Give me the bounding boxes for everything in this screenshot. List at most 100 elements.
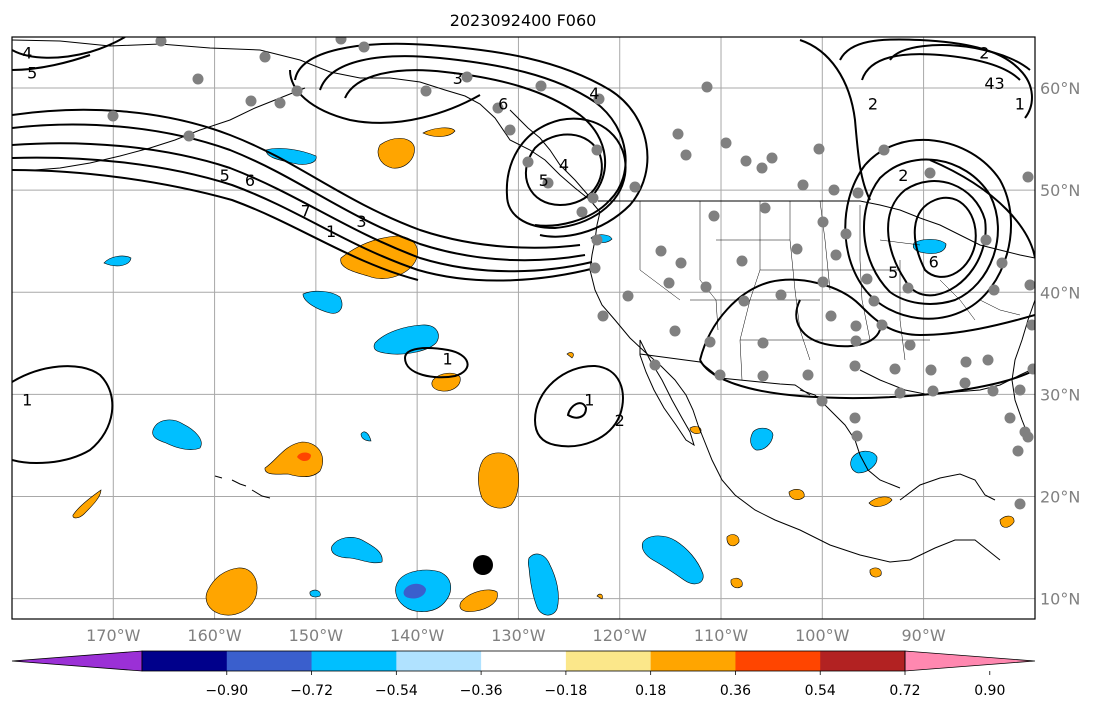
station-dot: [757, 370, 769, 382]
lat-tick-label: 30°N: [1040, 385, 1080, 404]
station-dot: [980, 234, 992, 246]
station-dot: [868, 295, 880, 307]
colorbar-tick-label: 0.54: [805, 683, 836, 699]
station-dot: [959, 377, 971, 389]
station-dot: [791, 243, 803, 255]
contour-label: 6: [929, 253, 939, 272]
station-dot: [861, 273, 873, 285]
station-dot: [597, 310, 609, 322]
west-coast: [589, 211, 911, 563]
station-dot: [1014, 384, 1026, 396]
station-dot: [700, 281, 712, 293]
cyan-blob: [265, 148, 317, 165]
station-dot: [849, 412, 861, 424]
colorbar-tick-label: 0.72: [889, 683, 920, 699]
station-dot: [902, 282, 914, 294]
station-dot: [587, 192, 599, 204]
colorbar-segment: [481, 651, 567, 671]
station-dot: [996, 257, 1008, 269]
colorbar-tick-label: −0.36: [460, 683, 503, 699]
station-dot: [878, 144, 890, 156]
orange-blob: [377, 138, 415, 169]
orange-blob: [596, 593, 603, 600]
station-dot: [591, 144, 603, 156]
contour-label: 4: [984, 74, 994, 93]
colorbar-segment: [735, 651, 821, 671]
colorbar-tick-label: −0.90: [205, 683, 248, 699]
station-dot: [155, 37, 167, 47]
colorbar-extend-high: [904, 650, 1036, 672]
station-dot: [1014, 498, 1026, 510]
contour-label: 2: [979, 43, 989, 62]
station-dot: [1004, 412, 1016, 424]
coastlines-and-borders: [12, 39, 1035, 563]
station-dot: [629, 181, 641, 193]
station-dot: [291, 85, 303, 97]
station-dot: [757, 337, 769, 349]
station-dot: [817, 276, 829, 288]
state-borders: [639, 200, 1021, 381]
colorbar-tick-label: 0.36: [720, 683, 751, 699]
contour-label: 1: [442, 350, 452, 369]
station-dot: [522, 156, 534, 168]
orange-blob: [478, 452, 519, 509]
station-dot: [849, 360, 861, 372]
orange-blob: [72, 489, 102, 519]
station-dot: [680, 149, 692, 161]
station-dot: [850, 320, 862, 332]
colorbar-segment: [226, 651, 313, 671]
lon-tick-label: 110°W: [694, 626, 749, 645]
station-dot: [851, 430, 863, 442]
shaded-negative-anomaly-areas: [103, 148, 947, 616]
orange-blob: [788, 488, 805, 501]
blue-blob: [403, 583, 426, 599]
orange-blob: [868, 496, 893, 507]
colorbar-tick-label: 0.90: [974, 683, 1005, 699]
lon-tick-label: 130°W: [491, 626, 546, 645]
cyan-blob: [373, 324, 439, 355]
aleutian-chain: [34, 87, 306, 171]
colorbar-tick-label: −0.54: [375, 683, 418, 699]
contour-label: 1: [22, 390, 32, 409]
lon-tick-label: 170°W: [86, 626, 141, 645]
gulf-coast: [799, 367, 1035, 561]
station-dot: [825, 310, 837, 322]
us-mexico-border: [639, 353, 811, 396]
station-dot: [775, 289, 787, 301]
station-dot: [259, 51, 271, 63]
canada-us-border: [598, 200, 1035, 259]
colorbar-frame: [141, 650, 906, 672]
orange-blob: [689, 426, 702, 434]
station-dot: [894, 387, 906, 399]
orange-blob: [459, 589, 498, 612]
baja-california: [639, 339, 695, 447]
lat-tick-label: 50°N: [1040, 181, 1080, 200]
lat-tick-label: 40°N: [1040, 283, 1080, 302]
contour-label: 1: [584, 390, 594, 409]
station-dot: [797, 179, 809, 191]
colorbar-extend-low: [11, 650, 143, 672]
orange-blob: [422, 127, 456, 137]
hawaii-islands: [214, 475, 271, 499]
station-dot: [535, 80, 547, 92]
contour-label: 6: [498, 94, 508, 113]
station-dot: [542, 177, 554, 189]
shaded-positive-anomaly-areas: [72, 127, 1015, 616]
station-dot: [904, 339, 916, 351]
colorbar-tick-label: 0.18: [635, 683, 666, 699]
lat-tick-label: 60°N: [1040, 79, 1080, 98]
orange-blob: [869, 567, 882, 578]
station-dot: [740, 155, 752, 167]
lon-tick-label: 160°W: [187, 626, 242, 645]
station-dot: [927, 385, 939, 397]
station-dot: [704, 336, 716, 348]
station-dot: [591, 234, 603, 246]
station-dot: [736, 255, 748, 267]
latitude-tick-labels: 10°N 20°N 30°N 40°N 50°N 60°N: [1040, 79, 1080, 609]
cyan-blob: [152, 419, 202, 450]
cyan-blob: [527, 553, 559, 616]
lon-tick-label: 100°W: [795, 626, 850, 645]
black-dot-marker: [473, 555, 493, 575]
